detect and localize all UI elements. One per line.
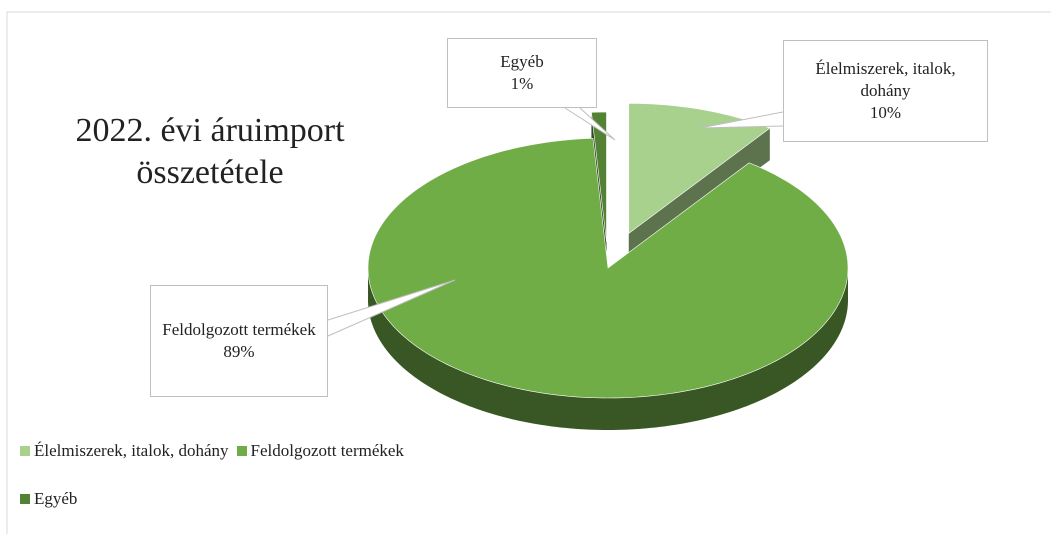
data-label-category: Élelmiszerek, italok, dohány <box>815 59 956 100</box>
legend-swatch <box>236 446 247 456</box>
slice <box>367 137 849 430</box>
data-label-value: 10% <box>869 103 902 122</box>
data-label: Feldolgozott termékek 89% <box>150 285 328 397</box>
slice-side <box>368 268 848 430</box>
callout-pointer <box>327 279 456 337</box>
callout-pointer <box>699 111 784 129</box>
legend-swatch <box>20 446 30 456</box>
legend: Élelmiszerek, italok, dohány Feldolgozott… <box>20 438 720 534</box>
data-label-category: Egyéb <box>500 52 544 71</box>
chart-title: 2022. évi áruimport összetétele <box>75 112 345 191</box>
slice-top <box>591 111 607 243</box>
data-label: Egyéb 1% <box>447 38 597 108</box>
data-label: Élelmiszerek, italok, dohány 10% <box>783 40 988 142</box>
chart-frame <box>6 11 1051 534</box>
callout-pointer <box>564 107 616 141</box>
slice-top <box>367 137 849 399</box>
data-label-value: 89% <box>223 342 255 361</box>
legend-swatch <box>20 494 30 504</box>
legend-label: Egyéb <box>34 489 78 508</box>
legend-item: Feldolgozott termékek <box>236 438 404 464</box>
data-label-category: Feldolgozott termékek <box>162 320 316 339</box>
legend-label: Élelmiszerek, italok, dohány <box>34 441 229 460</box>
data-label-value: 1% <box>510 74 534 93</box>
legend-item: Élelmiszerek, italok, dohány <box>20 438 229 464</box>
legend-label: Feldolgozott termékek <box>250 441 404 460</box>
legend-item: Egyéb <box>20 486 77 512</box>
